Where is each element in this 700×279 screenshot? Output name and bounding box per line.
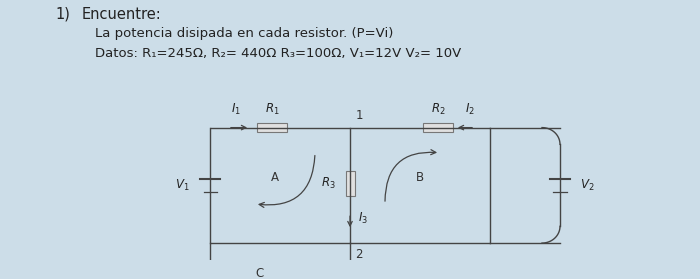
FancyArrowPatch shape <box>259 155 315 207</box>
Text: Encuentre:: Encuentre: <box>82 6 162 21</box>
Text: 1: 1 <box>356 109 363 122</box>
Text: $I_1$: $I_1$ <box>231 102 241 117</box>
FancyArrowPatch shape <box>385 150 436 201</box>
Text: $R_3$: $R_3$ <box>321 176 336 191</box>
Bar <box>257 123 287 132</box>
Text: Datos: R₁=245Ω, R₂= 440Ω R₃=100Ω, V₁=12V V₂= 10V: Datos: R₁=245Ω, R₂= 440Ω R₃=100Ω, V₁=12V… <box>95 47 461 59</box>
Bar <box>423 123 453 132</box>
Text: $I_2$: $I_2$ <box>465 102 475 117</box>
Text: 1): 1) <box>55 6 70 21</box>
Bar <box>346 171 354 196</box>
Text: La potencia disipada en cada resistor. (P=Vi): La potencia disipada en cada resistor. (… <box>95 27 393 40</box>
Text: $R_2$: $R_2$ <box>430 102 445 117</box>
Text: C: C <box>256 267 264 279</box>
Text: $V_1$: $V_1$ <box>176 178 190 193</box>
Text: 2: 2 <box>355 248 363 261</box>
Text: $I_3$: $I_3$ <box>358 211 368 227</box>
Text: B: B <box>416 171 424 184</box>
Text: $V_2$: $V_2$ <box>580 178 594 193</box>
Text: $R_1$: $R_1$ <box>265 102 279 117</box>
Text: A: A <box>271 171 279 184</box>
